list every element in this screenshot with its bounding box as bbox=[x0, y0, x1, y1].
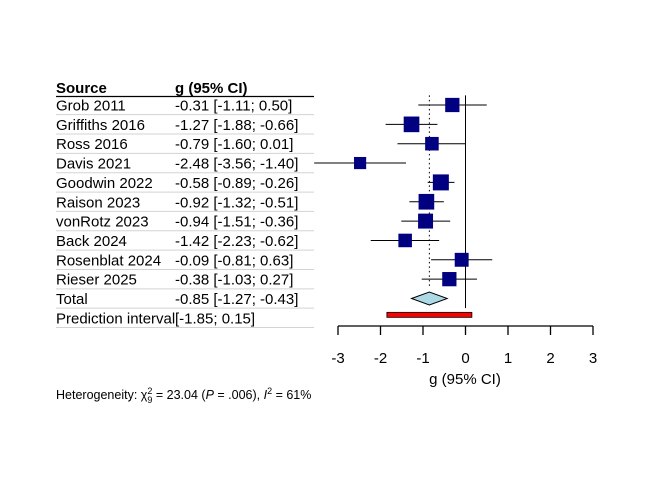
study-9-square bbox=[442, 272, 457, 287]
prediction-interval-bar bbox=[386, 311, 473, 318]
study-1-source: Griffiths 2016 bbox=[56, 117, 145, 134]
study-6-source: vonRotz 2023 bbox=[56, 214, 149, 231]
study-2-source: Ross 2016 bbox=[56, 136, 128, 153]
heterogeneity-p: .006 bbox=[228, 388, 252, 402]
study-5-ci-text: -0.92 [-1.32; -0.51] bbox=[175, 194, 298, 211]
x-tick-label-0: -3 bbox=[331, 350, 344, 367]
study-2-square bbox=[425, 136, 439, 151]
x-tick-label-6: 3 bbox=[589, 350, 597, 367]
study-9-source: Rieser 2025 bbox=[56, 272, 137, 289]
study-0-ci-text: -0.31 [-1.11; 0.50] bbox=[175, 98, 292, 115]
x-tick-label-5: 2 bbox=[546, 350, 554, 367]
study-4-ci-text: -0.58 [-0.89; -0.26] bbox=[175, 175, 298, 192]
study-4-square bbox=[432, 174, 449, 191]
heterogeneity-i2: 61% bbox=[286, 388, 311, 402]
study-1-square bbox=[403, 116, 420, 133]
x-tick-label-2: -1 bbox=[416, 350, 429, 367]
study-8-ci-text: -0.09 [-0.81; 0.63] bbox=[175, 252, 293, 269]
prediction-source: Prediction interval bbox=[56, 310, 175, 327]
heterogeneity-df: 9 bbox=[147, 395, 152, 405]
study-8-source: Rosenblat 2024 bbox=[56, 252, 161, 269]
x-tick-label-1: -2 bbox=[374, 350, 387, 367]
study-5-source: Raison 2023 bbox=[56, 194, 140, 211]
study-3-source: Davis 2021 bbox=[56, 156, 131, 173]
prediction-ci-text: [-1.85; 0.15] bbox=[175, 310, 255, 327]
study-9-ci-text: -0.38 [-1.03; 0.27] bbox=[175, 272, 293, 289]
study-6-square bbox=[418, 213, 434, 229]
x-tick-label-4: 1 bbox=[504, 350, 512, 367]
study-7-source: Back 2024 bbox=[56, 233, 127, 250]
header-source: Source bbox=[56, 80, 107, 97]
x-tick-label-3: 0 bbox=[461, 350, 469, 367]
x-axis: -3 -2 -1 0 1 2 3 bbox=[331, 325, 597, 367]
study-3-square bbox=[354, 156, 367, 170]
study-0-square bbox=[445, 97, 460, 113]
study-7-square bbox=[398, 233, 412, 248]
study-3-ci-text: -2.48 [-3.56; -1.40] bbox=[175, 156, 298, 173]
study-0-source: Grob 2011 bbox=[56, 98, 126, 115]
study-4-source: Goodwin 2022 bbox=[56, 175, 153, 192]
heterogeneity-label: Heterogeneity: bbox=[56, 388, 137, 402]
heterogeneity-chi2: 23.04 bbox=[167, 388, 198, 402]
study-6-ci-text: -0.94 [-1.51; -0.36] bbox=[175, 214, 298, 231]
total-diamond bbox=[410, 291, 449, 306]
total-ci-text: -0.85 [-1.27; -0.43] bbox=[175, 291, 298, 308]
x-axis-label: g (95% CI) bbox=[429, 371, 501, 388]
study-8-square bbox=[454, 252, 469, 267]
study-5-square bbox=[418, 193, 435, 210]
heterogeneity-text: Heterogeneity: χ2 9 = 23.04 (P = .006), I… bbox=[56, 386, 311, 405]
header-ci: g (95% CI) bbox=[175, 80, 248, 97]
study-2-ci-text: -0.79 [-1.60; 0.01] bbox=[175, 136, 293, 153]
study-1-ci-text: -1.27 [-1.88; -0.66] bbox=[175, 117, 298, 134]
study-7-ci-text: -1.42 [-2.23; -0.62] bbox=[175, 233, 298, 250]
total-source: Total bbox=[56, 291, 88, 308]
